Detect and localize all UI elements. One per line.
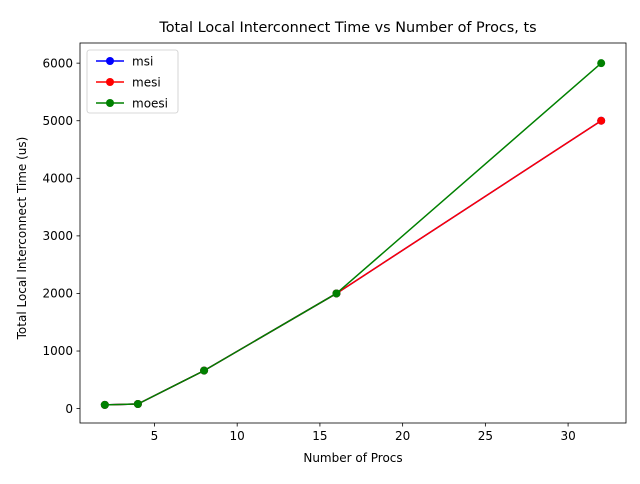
- x-tick-label: 25: [478, 429, 493, 443]
- data-point-moesi: [597, 59, 606, 68]
- x-axis-label: Number of Procs: [303, 451, 402, 465]
- y-tick-label: 0: [65, 402, 73, 416]
- series-line-msi: [104, 120, 602, 406]
- y-tick-label: 1000: [42, 344, 73, 358]
- legend-marker-msi: [106, 57, 114, 65]
- x-tick-label: 15: [312, 429, 327, 443]
- data-point-moesi: [332, 289, 341, 298]
- series-line-moesi: [104, 62, 602, 406]
- legend-marker-moesi: [106, 99, 114, 107]
- data-point-moesi: [100, 400, 109, 409]
- data-point-moesi: [133, 400, 142, 408]
- data-point-mesi: [597, 116, 606, 125]
- x-tick-label: 30: [560, 429, 575, 443]
- legend-label-msi: msi: [132, 55, 153, 69]
- x-tick-label: 20: [395, 429, 410, 443]
- legend-label-moesi: moesi: [132, 97, 168, 111]
- y-tick-label: 3000: [42, 229, 73, 243]
- axis-ticks: 5 10 15 20 25 30 0 1000 2000 3000 4000 5000 6000: [42, 42, 627, 443]
- plot-area: [100, 59, 606, 409]
- y-tick-label: 5000: [42, 114, 73, 128]
- legend: msi mesi moesi: [86, 49, 179, 114]
- data-point-moesi: [200, 366, 209, 375]
- y-tick-label: 2000: [42, 287, 73, 301]
- y-tick-label: 6000: [42, 56, 73, 70]
- x-tick-label: 10: [230, 429, 245, 443]
- axes-frame: [79, 42, 627, 424]
- legend-marker-mesi: [106, 78, 114, 86]
- legend-box: [86, 49, 179, 114]
- x-tick-label: 5: [151, 429, 159, 443]
- legend-label-mesi: mesi: [132, 76, 161, 90]
- y-tick-label: 4000: [42, 172, 73, 186]
- series-line-mesi: [104, 120, 602, 406]
- y-axis-label: Total Local Interconnect Time (us): [15, 137, 29, 341]
- chart-title: Total Local Interconnect Time vs Number …: [158, 20, 536, 36]
